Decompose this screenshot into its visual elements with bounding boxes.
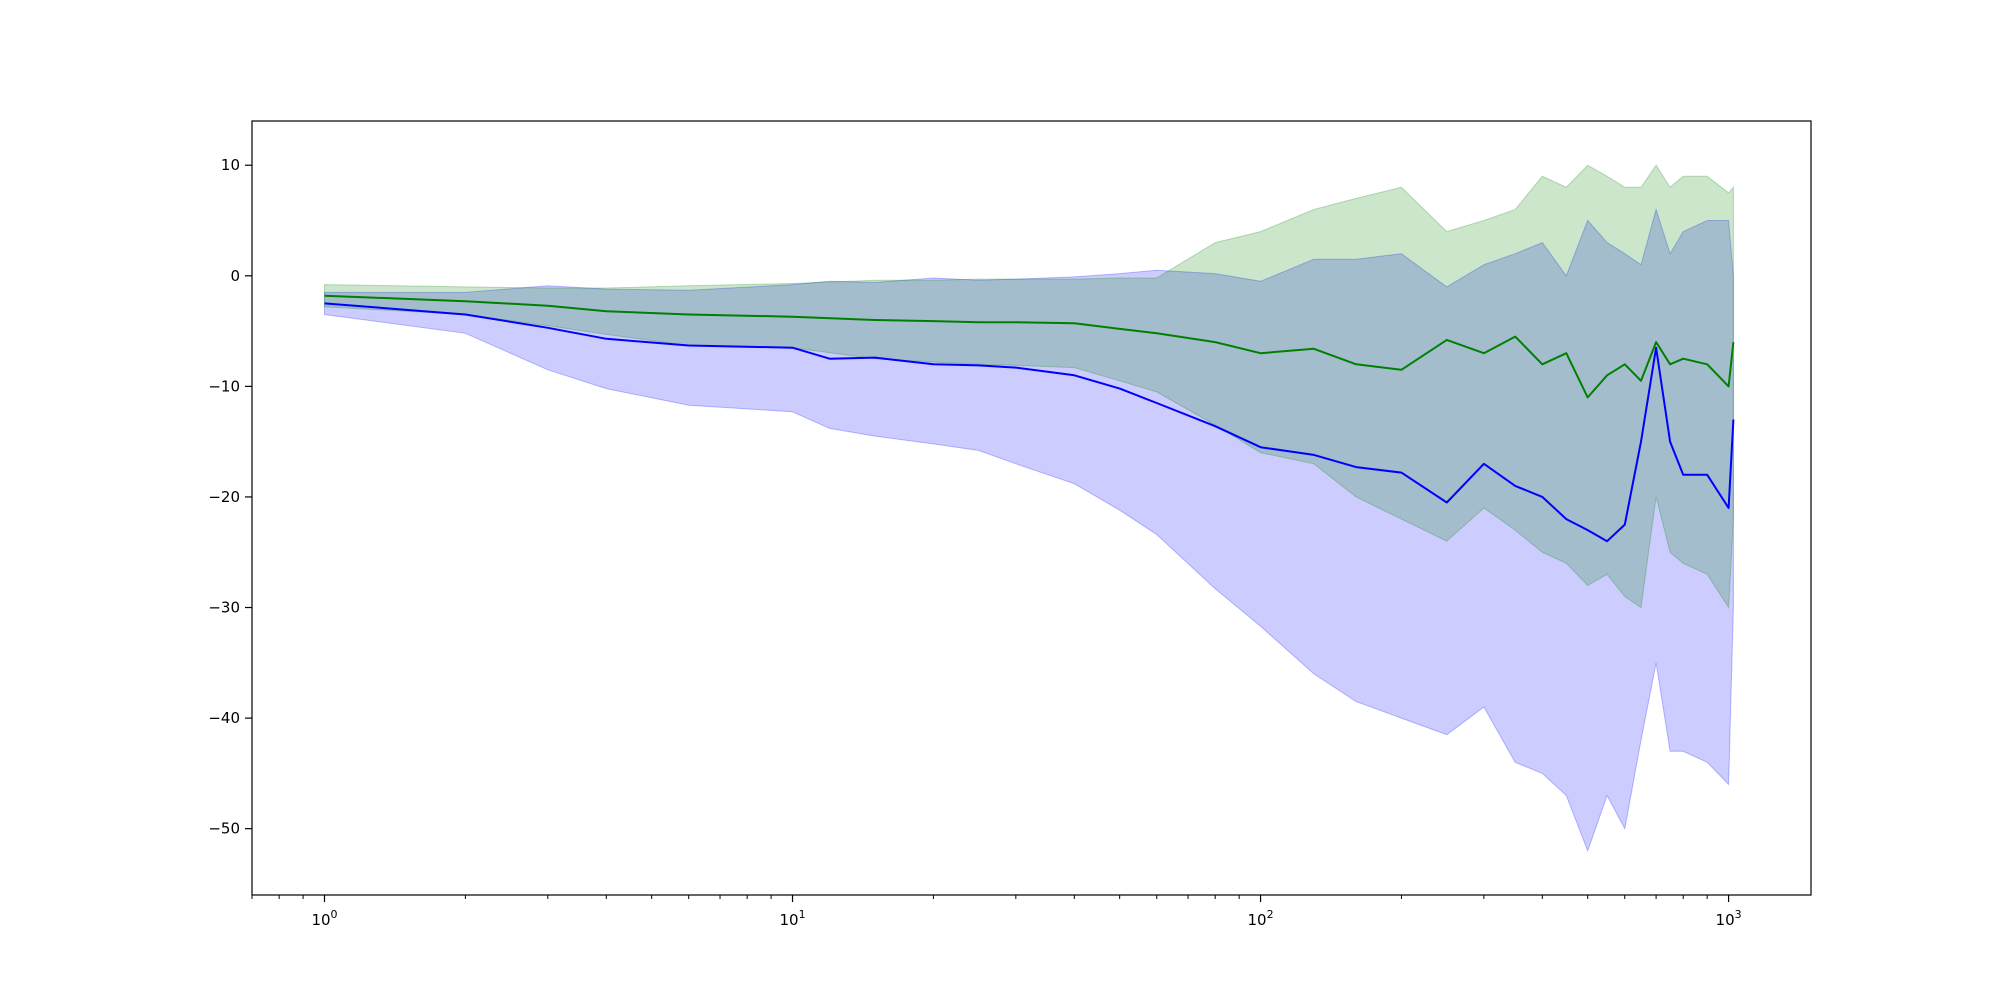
x-tick-label: 100 — [311, 908, 337, 929]
y-tick-label: −40 — [208, 709, 240, 727]
y-tick-label: −30 — [208, 599, 240, 617]
series-lines — [324, 294, 1735, 543]
x-tick-label: 102 — [1248, 908, 1274, 929]
x-tick-label: 101 — [779, 908, 805, 929]
series-0-line — [324, 302, 1735, 543]
y-tick-label: −20 — [208, 488, 240, 506]
plot-area-frame — [251, 120, 1812, 896]
confidence-bands — [324, 164, 1734, 853]
x-tick-label: 103 — [1716, 908, 1742, 929]
series-0-band — [324, 207, 1734, 853]
y-tick-label: 10 — [221, 156, 240, 174]
y-tick-label: −10 — [208, 377, 240, 395]
series-1-line — [324, 294, 1735, 399]
y-axis: 10 0 −10 −20 −30 −40 −50 — [208, 156, 252, 838]
y-tick-label: 0 — [230, 267, 240, 285]
y-tick-label: −50 — [208, 820, 240, 838]
series-1-band — [324, 164, 1734, 610]
x-axis: 100 101 102 103 — [251, 895, 1742, 929]
